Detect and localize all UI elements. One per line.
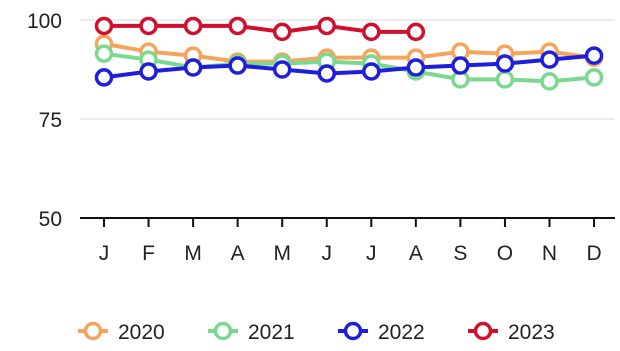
x-tick-label: O: [497, 242, 513, 265]
legend-swatch-marker: [213, 321, 233, 341]
x-tick-label: J: [366, 242, 377, 265]
data-point: [495, 54, 515, 73]
legend-swatch-marker: [473, 321, 493, 341]
data-point: [406, 58, 426, 77]
data-point: [540, 72, 559, 91]
legend-label: 2022: [378, 321, 425, 344]
data-point: [183, 16, 203, 36]
x-tick-label: J: [99, 242, 110, 265]
legend-label: 2020: [118, 321, 165, 344]
series-2023: [94, 16, 426, 42]
series-2022: [94, 46, 604, 87]
legend-item: 2020: [78, 321, 165, 344]
data-point: [272, 60, 292, 79]
data-point: [495, 70, 515, 89]
data-point: [272, 22, 292, 42]
data-point: [362, 22, 381, 42]
data-point: [540, 50, 559, 69]
data-point: [584, 46, 604, 65]
legend-item: 2023: [468, 321, 555, 344]
legend-label: 2023: [508, 321, 555, 344]
x-tick-label: M: [273, 242, 291, 265]
series-line: [102, 41, 596, 64]
data-point: [183, 58, 203, 77]
data-point: [94, 68, 114, 87]
data-point: [94, 44, 114, 63]
y-tick-label: 75: [39, 109, 62, 132]
x-tick-label: A: [409, 242, 423, 265]
series-lines: [94, 16, 604, 91]
data-point: [139, 62, 158, 81]
gridlines: [80, 19, 615, 219]
y-axis-labels: 50 75 100: [27, 10, 62, 231]
legend-item: 2022: [338, 321, 425, 344]
x-tick-label: S: [453, 242, 467, 265]
data-point: [228, 16, 247, 36]
legend: 2020 2021 2022 2023: [78, 321, 555, 344]
data-point: [362, 62, 381, 81]
x-tick-label: N: [542, 242, 557, 265]
y-tick-label: 50: [39, 208, 62, 231]
x-tick-label: J: [322, 242, 333, 265]
data-point: [139, 16, 158, 36]
data-point: [228, 56, 247, 75]
data-point: [584, 68, 604, 87]
x-tick-label: M: [184, 242, 202, 265]
data-point: [406, 22, 426, 42]
data-point: [94, 16, 114, 36]
legend-swatch-marker: [83, 321, 103, 341]
legend-swatch-marker: [343, 321, 363, 341]
legend-label: 2021: [248, 321, 295, 344]
x-tick-label: A: [231, 242, 245, 265]
y-tick-label: 100: [27, 10, 62, 33]
data-point: [317, 16, 336, 36]
x-tick-label: D: [586, 242, 601, 265]
legend-item: 2021: [208, 321, 295, 344]
x-tick-label: F: [142, 242, 155, 265]
data-point: [451, 56, 470, 75]
data-point: [317, 64, 336, 83]
